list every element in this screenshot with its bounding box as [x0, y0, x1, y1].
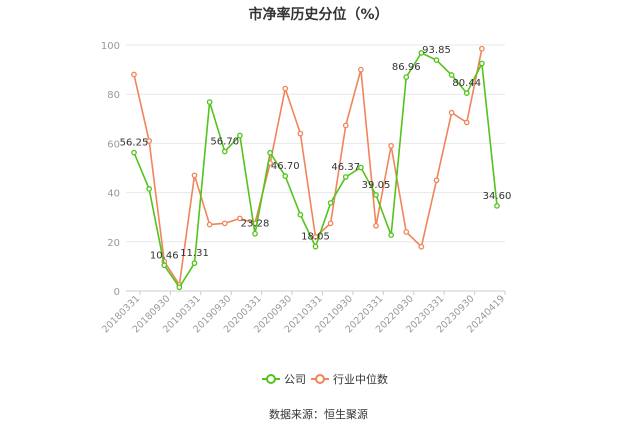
series-company-point — [252, 230, 258, 237]
y-tick-label: 80 — [107, 90, 120, 101]
series-company-point — [146, 186, 152, 192]
series-company-point — [463, 90, 470, 96]
series-industry-point — [373, 222, 379, 229]
series-company-point — [282, 173, 289, 179]
y-axis: 0 20 40 60 80 100 — [101, 41, 120, 298]
series-company-point — [342, 174, 349, 180]
series-company-point — [327, 200, 334, 206]
series-company-point — [358, 164, 364, 171]
legend-item-industry[interactable]: 行业中位数 — [311, 372, 388, 386]
data-label: 34.60 — [483, 191, 512, 202]
series-industry-point — [206, 221, 213, 228]
data-source: 数据来源：恒生聚源 — [269, 408, 368, 421]
series-industry-line — [133, 48, 483, 288]
series-industry-point — [358, 66, 364, 73]
series-industry-point — [237, 215, 243, 222]
series-company-point — [237, 132, 243, 139]
y-tick-label: 60 — [107, 139, 120, 150]
data-label: 93.85 — [422, 45, 451, 56]
y-tick-label: 40 — [107, 189, 120, 200]
series-company-point — [448, 72, 455, 78]
data-label: 46.37 — [331, 162, 360, 173]
series-industry-point — [448, 109, 455, 116]
y-tick-label: 0 — [114, 287, 120, 298]
series-industry-point — [418, 243, 425, 250]
data-label: 56.25 — [120, 138, 149, 149]
series-industry-point — [403, 229, 410, 235]
series-industry-point — [433, 177, 440, 184]
data-label: 86.96 — [392, 62, 421, 73]
y-tick-label: 20 — [107, 238, 120, 249]
series-company-point — [191, 260, 198, 267]
data-label: 46.70 — [271, 161, 300, 172]
series-company-point — [131, 149, 137, 156]
chart-title: 市净率历史分位（%） — [248, 7, 389, 23]
legend-industry-marker — [315, 374, 325, 384]
series-company-point — [206, 99, 213, 105]
x-axis: 2018033120180930201903312019093020200331… — [100, 290, 507, 335]
series-industry-point — [131, 71, 137, 78]
series-company-point — [297, 211, 304, 218]
series-industry-point — [221, 220, 228, 227]
series-industry-point — [327, 220, 334, 227]
series-industry-point — [479, 45, 485, 52]
series-industry-point — [297, 130, 304, 137]
series-company-point — [403, 74, 410, 80]
data-label: 56.70 — [210, 137, 239, 148]
series-industry-point — [191, 172, 198, 179]
data-label: 80.44 — [452, 78, 481, 89]
data-label: 23.28 — [241, 219, 270, 230]
legend-company-marker — [266, 374, 276, 384]
data-labels: 56.25 10.46 11.31 56.70 23.28 46.70 18.05 46.37… — [120, 45, 512, 261]
series-company-point — [161, 262, 168, 269]
series-company-point — [221, 148, 228, 155]
series-industry-point — [146, 138, 152, 144]
series-company-point — [418, 50, 425, 56]
series-industry-point — [342, 122, 349, 129]
series-company-point — [312, 243, 319, 250]
y-tick-label: 100 — [101, 41, 120, 52]
series-layer — [131, 45, 500, 291]
legend-company-label: 公司 — [284, 373, 306, 386]
series-company-point — [388, 232, 394, 239]
series-industry-point — [463, 119, 470, 126]
series-industry-point — [282, 85, 289, 92]
series-company-point — [176, 284, 183, 291]
data-label: 39.05 — [362, 180, 391, 191]
series-company-point — [494, 203, 500, 209]
series-industry-point — [312, 234, 319, 240]
series-company-point — [479, 60, 485, 67]
series-company-point — [373, 192, 379, 198]
data-label: 10.46 — [150, 250, 179, 261]
data-label: 11.31 — [180, 248, 209, 259]
series-company-point — [433, 57, 440, 63]
legend: 公司 行业中位数 — [262, 372, 388, 386]
data-label: 18.05 — [301, 232, 330, 243]
series-company-point — [267, 149, 273, 156]
legend-item-company[interactable]: 公司 — [262, 373, 306, 386]
legend-industry-label: 行业中位数 — [333, 372, 388, 386]
series-industry-point — [388, 143, 394, 149]
